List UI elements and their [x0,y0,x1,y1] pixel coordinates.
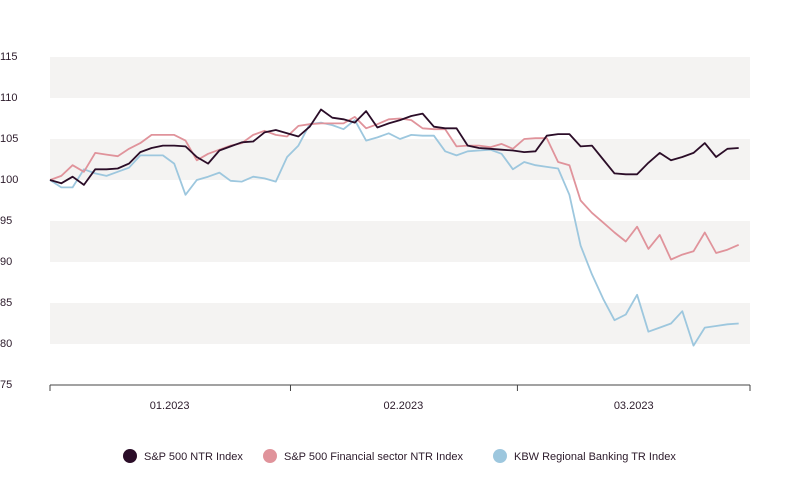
legend-label: S&P 500 Financial sector NTR Index [284,451,463,463]
legend-swatch [493,449,507,463]
series-line [49,116,740,261]
y-tick-label: 85 [0,297,12,309]
x-tick-label: 01.2023 [150,400,190,412]
series-line [49,108,739,186]
legend-swatch [123,449,137,463]
grid-band [50,139,750,180]
legend-label: S&P 500 NTR Index [144,451,243,463]
y-tick-label: 95 [0,215,12,227]
x-tick-label: 03.2023 [614,400,654,412]
y-tick-label: 75 [0,379,12,391]
y-tick-label: 115 [0,51,18,63]
y-tick-label: 90 [0,256,12,268]
series-line [49,119,739,347]
y-tick-label: 110 [0,92,18,104]
legend-swatch [263,449,277,463]
x-tick-label: 02.2023 [384,400,424,412]
grid-band [50,303,750,344]
y-tick-label: 105 [0,133,18,145]
grid-band [50,57,750,98]
grid-band [50,221,750,262]
y-tick-label: 100 [0,174,18,186]
legend-label: KBW Regional Banking TR Index [514,451,676,463]
y-tick-label: 80 [0,338,12,350]
